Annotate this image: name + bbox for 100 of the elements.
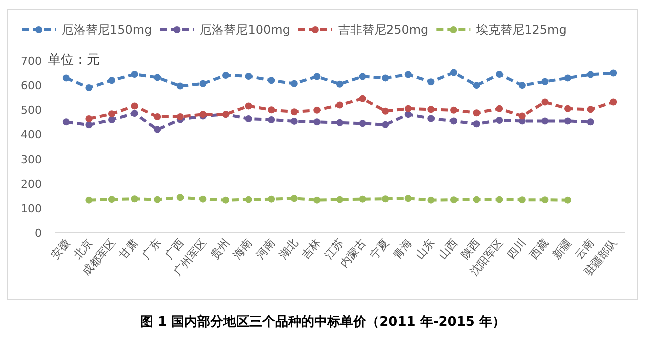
x-tick-label: 湖北 (276, 236, 301, 262)
point (154, 114, 162, 121)
point (200, 80, 207, 88)
point (108, 77, 116, 84)
legend-label: 厄洛替尼150mg (62, 23, 152, 37)
y-tick-label: 500 (21, 104, 42, 118)
y-tick-label: 200 (21, 178, 42, 191)
point (359, 73, 366, 80)
x-tick-label: 吉林 (299, 236, 324, 262)
point (108, 110, 116, 118)
point (314, 196, 321, 204)
point (610, 98, 618, 106)
x-tick-label: 甘肃 (117, 236, 142, 262)
point (359, 95, 366, 102)
point (587, 118, 594, 126)
x-tick-label: 山东 (413, 236, 438, 262)
point (222, 196, 230, 204)
point (154, 126, 162, 134)
point (428, 196, 435, 204)
legend-item: 厄洛替尼150mg (22, 23, 152, 37)
x-tick-label: 青海 (390, 236, 415, 262)
point (382, 121, 390, 128)
point (314, 118, 321, 126)
point (131, 71, 138, 78)
point (62, 74, 70, 82)
point (404, 105, 412, 112)
point (404, 195, 412, 202)
y-tick-label: 300 (21, 153, 42, 166)
point (428, 115, 435, 122)
point (496, 196, 504, 204)
point (336, 119, 344, 126)
point (268, 106, 276, 114)
point (359, 120, 366, 128)
point (86, 84, 93, 92)
point (290, 195, 298, 202)
x-tick-label: 广东 (140, 236, 164, 262)
x-tick-label: 山西 (436, 236, 460, 262)
point (108, 196, 116, 204)
point (86, 122, 93, 129)
x-tick-label: 四川 (504, 236, 529, 262)
point (450, 196, 458, 204)
legend-label: 吉非替尼250mg (338, 23, 429, 37)
legend-label: 埃克替尼125mg (476, 23, 567, 37)
point (336, 102, 344, 109)
point (587, 106, 594, 114)
point (404, 71, 412, 78)
y-tick-label: 0 (35, 227, 42, 240)
y-tick-label: 600 (21, 80, 42, 93)
point (518, 82, 526, 90)
point (86, 115, 93, 122)
point (450, 106, 458, 114)
point (336, 196, 344, 204)
point (86, 196, 93, 204)
text: 图 1 国内部分地区三个品种的中标单价（2011 年-2015 年） (140, 314, 506, 330)
legend-item: 埃克替尼125mg (436, 23, 567, 37)
point (518, 196, 526, 204)
point (245, 115, 252, 122)
x-tick-label: 河南 (254, 236, 278, 262)
legend-item: 吉非替尼250mg (298, 23, 429, 37)
y-tick-label: 400 (21, 128, 42, 142)
point (290, 108, 298, 116)
point (473, 120, 480, 128)
point (542, 98, 549, 106)
point (450, 69, 458, 76)
point (473, 110, 480, 117)
point (200, 196, 207, 203)
point (542, 196, 549, 204)
point (382, 196, 390, 203)
point (62, 118, 70, 126)
point (268, 77, 276, 84)
x-tick-label: 贵州 (208, 236, 232, 262)
point (314, 73, 321, 80)
point (473, 196, 480, 204)
point (268, 196, 276, 203)
x-tick-label: 新疆 (550, 236, 574, 262)
y-tick-label: 100 (21, 202, 42, 216)
point (108, 116, 116, 124)
point (131, 196, 138, 203)
point (268, 116, 276, 124)
point (245, 196, 252, 204)
point (610, 70, 618, 77)
point (382, 108, 390, 115)
point (245, 102, 252, 110)
point (450, 118, 458, 125)
point (564, 105, 572, 112)
point (176, 114, 184, 121)
point (564, 74, 572, 82)
point (564, 118, 572, 125)
legend-item: 厄洛替尼100mg (160, 23, 290, 37)
x-tick-label: 西藏 (527, 236, 552, 262)
point (314, 106, 321, 114)
point (359, 196, 366, 203)
point (154, 74, 162, 82)
point (176, 194, 184, 202)
point (176, 82, 184, 90)
point (382, 74, 390, 82)
point (542, 78, 549, 86)
x-tick-label: 安徽 (48, 236, 73, 262)
point (336, 80, 344, 88)
point (290, 118, 298, 125)
